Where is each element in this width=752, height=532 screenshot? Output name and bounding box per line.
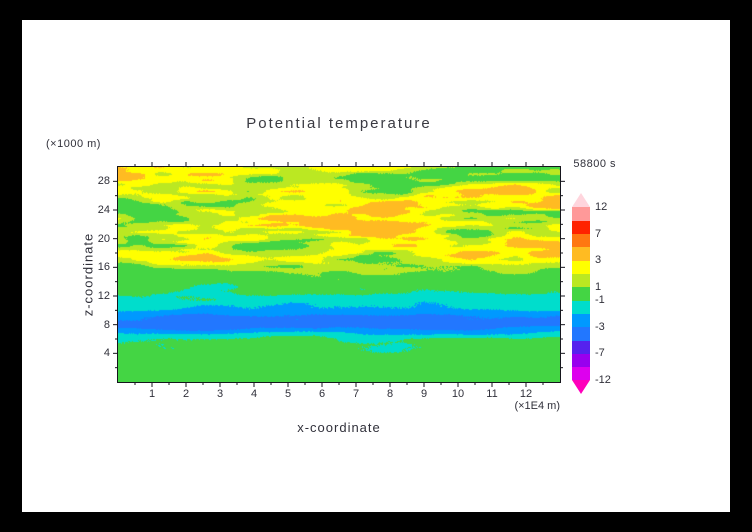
colorbar-tick-label: -7 <box>595 347 605 360</box>
x-axis-label: x-coordinate <box>297 420 381 435</box>
colorbar-segment <box>572 273 590 288</box>
x-tick-label: 10 <box>451 388 465 400</box>
x-tick-label: 6 <box>318 388 326 400</box>
colorbar-segment <box>572 260 590 275</box>
y-axis-unit-label: (×1000 m) <box>46 138 101 150</box>
colorbar-segment <box>572 207 590 221</box>
colorbar-segment <box>572 300 590 314</box>
colorbar-segment <box>572 233 590 248</box>
colorbar-top-arrow <box>572 193 590 207</box>
x-axis-unit-label: (×1E4 m) <box>514 400 560 412</box>
y-tick-label: 24 <box>97 204 110 216</box>
x-tick-label: 8 <box>386 388 394 400</box>
x-tick-label: 12 <box>519 388 533 400</box>
colorbar-tick-label: 3 <box>595 254 602 267</box>
colorbar-segment <box>572 286 590 301</box>
time-label: 58800 s <box>573 158 616 170</box>
x-tick-label: 1 <box>148 388 156 400</box>
colorbar-segment <box>572 340 590 354</box>
colorbar-segment <box>572 313 590 328</box>
colorbar-tick-label: 12 <box>595 201 608 213</box>
colorbar-tick-label: 1 <box>595 280 602 293</box>
x-tick-label: 4 <box>250 388 258 400</box>
colorbar-tick-label: -3 <box>595 320 605 333</box>
heatmap-canvas <box>118 167 560 382</box>
y-tick-label: 12 <box>97 290 110 302</box>
colorbar-tick-label: -12 <box>595 374 611 386</box>
y-tick-label: 16 <box>97 261 110 274</box>
plot-page: Potential temperature (×1000 m) 58800 s … <box>22 20 730 512</box>
chart-title: Potential temperature <box>246 115 432 132</box>
x-tick-label: 7 <box>352 388 360 400</box>
colorbar-bottom-arrow <box>572 380 590 394</box>
colorbar-segment <box>572 220 590 235</box>
colorbar-tick-label: -1 <box>595 294 605 307</box>
y-tick-label: 28 <box>97 175 110 188</box>
y-tick-label: 20 <box>97 232 110 245</box>
y-axis-label: z-coordinate <box>80 232 96 317</box>
y-tick-label: 8 <box>103 318 110 331</box>
colorbar-segment <box>572 246 590 261</box>
x-tick-label: 3 <box>216 388 224 400</box>
x-tick-label: 5 <box>284 388 292 400</box>
colorbar-segment <box>572 366 590 381</box>
x-tick-label: 2 <box>182 388 190 400</box>
x-tick-label: 9 <box>420 388 428 400</box>
plot-frame <box>117 166 561 383</box>
colorbar-segment <box>572 326 590 341</box>
x-tick-label: 11 <box>486 388 498 400</box>
y-tick-label: 4 <box>103 347 110 360</box>
colorbar-tick-label: 7 <box>595 227 602 240</box>
colorbar-segment <box>572 353 590 368</box>
